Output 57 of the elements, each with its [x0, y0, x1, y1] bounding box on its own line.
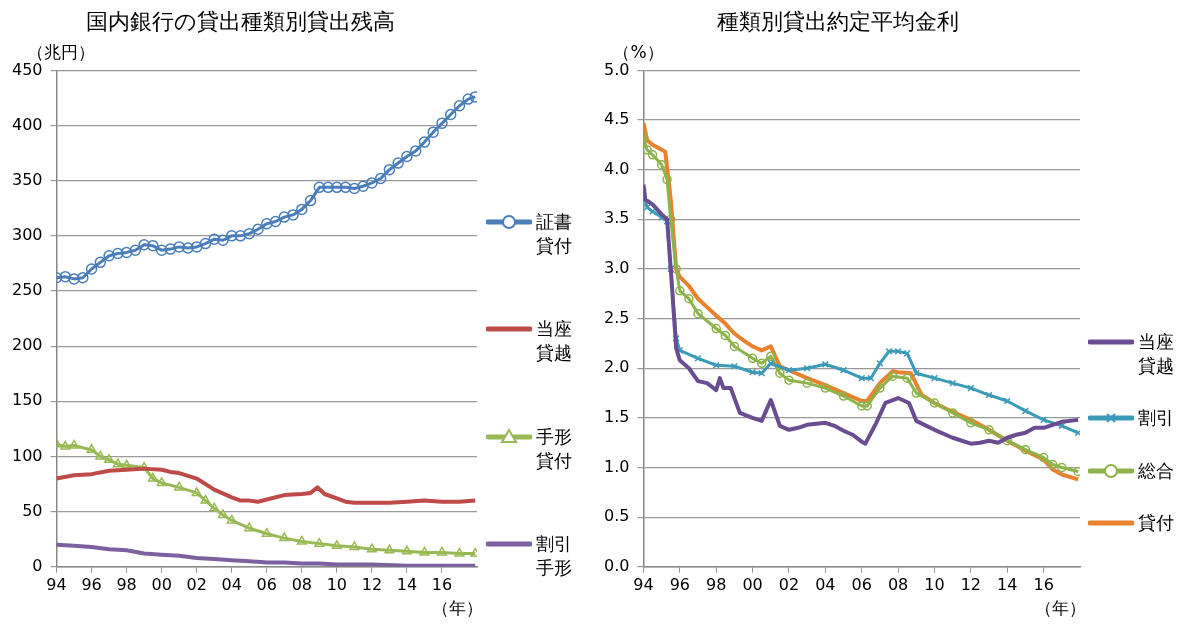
y-tick-label: 250: [11, 280, 43, 300]
y-tick-label: 350: [11, 169, 43, 189]
x-tick-label: 94: [46, 574, 67, 594]
x-tick-label: 98: [116, 574, 137, 594]
x-tick-label: 12: [960, 574, 982, 594]
x-tick-label: 16: [431, 574, 453, 594]
y-axis-title: （兆円）: [26, 42, 95, 63]
y-tick-label: 3.5: [603, 208, 630, 228]
y-axis-title: （%）: [613, 42, 664, 63]
y-tick-label: 0.5: [603, 506, 630, 526]
y-tick-label: 0: [32, 555, 43, 575]
legend-label: 証書貸付: [536, 210, 573, 258]
legend-label: 当座貸越: [1138, 330, 1175, 378]
y-tick-label: 1.0: [603, 456, 630, 476]
x-tick-label: 14: [997, 574, 1018, 594]
legend-label: 割引手形: [536, 532, 573, 580]
x-tick-label: 02: [778, 574, 800, 594]
y-tick-label: 2.5: [603, 307, 630, 327]
x-tick-label: 96: [669, 574, 690, 594]
y-tick-label: 400: [11, 114, 43, 134]
chart-title: 種類別貸出約定平均金利: [717, 8, 959, 34]
x-tick-label: 02: [186, 574, 207, 594]
x-tick-label: 12: [361, 574, 383, 594]
y-tick-label: 150: [11, 390, 43, 410]
x-tick-label: 04: [221, 574, 242, 594]
y-tick-label: 3.0: [603, 258, 630, 278]
x-tick-label: 98: [706, 574, 727, 594]
x-tick-label: 16: [1033, 574, 1054, 594]
x-tick-label: 06: [256, 574, 277, 594]
x-tick-label: 00: [151, 574, 172, 594]
x-tick-label: 10: [326, 574, 348, 594]
y-tick-label: 2.0: [603, 357, 630, 377]
chart-title: 国内銀行の貸出種類別貸出残高: [86, 8, 395, 34]
x-tick-label: 14: [396, 574, 418, 594]
legend-label: 当座貸越: [536, 317, 573, 366]
x-tick-label: 04: [815, 574, 836, 594]
y-tick-label: 0.0: [603, 555, 630, 575]
x-tick-label: 08: [887, 574, 909, 594]
legend-label: 貸付: [1138, 511, 1175, 535]
legend-label: 総合: [1138, 458, 1175, 483]
x-tick-label: 00: [742, 574, 763, 594]
legend-label: 手形貸付: [536, 424, 573, 473]
y-tick-label: 4.5: [603, 109, 630, 129]
y-tick-label: 4.0: [603, 158, 630, 178]
y-tick-label: 200: [11, 335, 43, 355]
x-tick-label: 06: [851, 574, 872, 594]
y-tick-label: 100: [11, 445, 43, 465]
x-axis-title: （年）: [432, 597, 483, 618]
y-tick-label: 1.5: [603, 407, 630, 427]
x-tick-label: 96: [81, 574, 102, 594]
x-tick-label: 10: [924, 574, 945, 594]
x-tick-label: 08: [291, 574, 312, 594]
y-tick-label: 50: [22, 500, 43, 520]
legend-label: 割引: [1138, 406, 1175, 431]
x-axis-title: （年）: [1035, 597, 1086, 618]
x-tick-label: 94: [633, 574, 654, 594]
y-tick-label: 300: [11, 225, 43, 245]
